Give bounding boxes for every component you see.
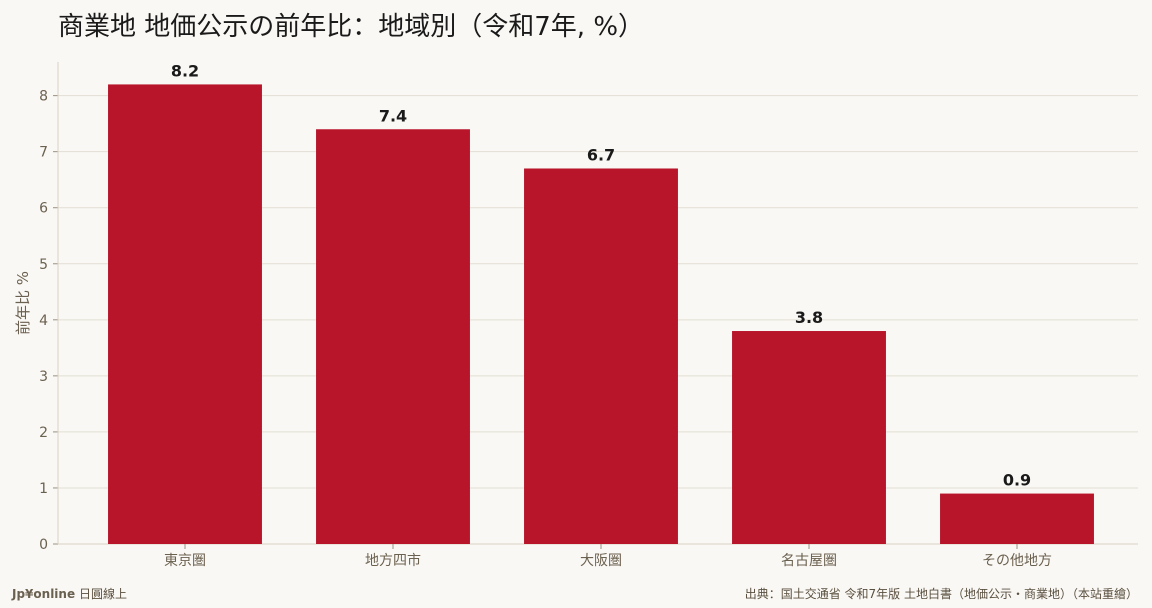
y-tick-label: 7 <box>39 145 48 161</box>
y-tick-label: 4 <box>39 313 48 329</box>
source-note: 出典：国土交通省 令和7年版 土地白書（地価公示・商業地）（本站重繪） <box>744 587 1138 601</box>
x-tick-label: 地方四市 <box>365 552 421 569</box>
bar-2 <box>316 129 470 545</box>
chart-title: 商業地 地価公示の前年比：地域別（令和7年, %） <box>58 12 645 42</box>
data-label: 3.8 <box>795 308 823 327</box>
data-label: 0.9 <box>1003 471 1031 490</box>
bar-4 <box>732 331 886 544</box>
y-tick-label: 0 <box>39 537 48 553</box>
y-tick-label: 8 <box>39 89 48 105</box>
bar-3 <box>524 168 678 544</box>
y-tick-label: 6 <box>39 201 48 217</box>
x-tick-label: 東京圏 <box>164 553 206 569</box>
x-tick-label: 名古屋圏 <box>781 553 837 569</box>
brand-name: Jp¥online <box>12 587 76 601</box>
data-label: 8.2 <box>171 61 199 80</box>
y-axis-label: 前年比 % <box>14 271 32 335</box>
data-label: 6.7 <box>587 145 615 164</box>
data-label: 7.4 <box>379 106 407 125</box>
y-tick-label: 1 <box>39 481 48 497</box>
y-tick-label: 5 <box>39 257 48 273</box>
x-tick-label: 大阪圏 <box>580 553 622 569</box>
y-tick-label: 3 <box>39 369 48 385</box>
bar-1 <box>108 84 262 544</box>
footer-brand: Jp¥online 日圓線上 <box>12 585 127 602</box>
x-tick-label: その他地方 <box>982 553 1052 569</box>
bar-5 <box>940 493 1094 544</box>
brand-suffix: 日圓線上 <box>78 587 127 601</box>
y-tick-label: 2 <box>39 425 48 441</box>
